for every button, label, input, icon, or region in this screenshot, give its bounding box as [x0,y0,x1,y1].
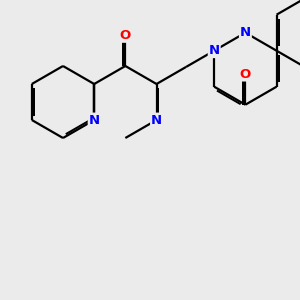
Text: O: O [120,29,131,42]
Text: N: N [88,113,100,127]
Text: N: N [151,113,162,127]
Text: N: N [240,26,251,39]
Text: N: N [208,44,220,57]
Text: O: O [240,68,251,81]
